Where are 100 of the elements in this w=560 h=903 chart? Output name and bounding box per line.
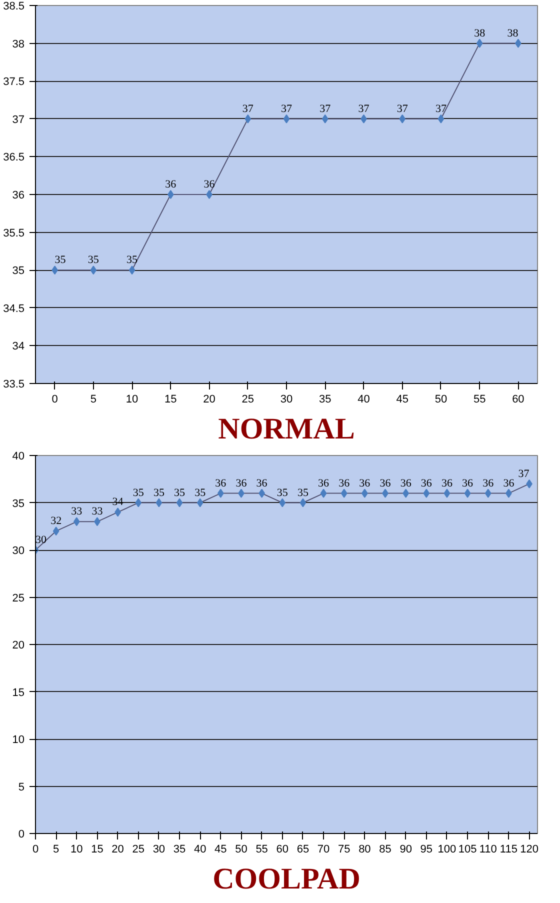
point <box>283 114 290 124</box>
y-tick-label: 38 <box>12 38 25 50</box>
y-tick-label: 40 <box>12 450 25 462</box>
data-label: 36 <box>338 477 350 490</box>
y-tick-label: 33.5 <box>3 378 25 390</box>
data-label: 35 <box>88 254 100 266</box>
point <box>167 190 174 199</box>
y-tick-label: 30 <box>12 545 25 557</box>
x-tick-label: 55 <box>473 394 486 406</box>
y-tick-label: 36.5 <box>3 152 25 164</box>
data-label: 37 <box>435 102 447 115</box>
data-label: 37 <box>320 102 332 115</box>
x-tick-label: 65 <box>296 844 310 856</box>
data-label: 36 <box>256 477 268 490</box>
x-tick-label: 25 <box>242 394 254 406</box>
x-tick-label: 105 <box>458 844 477 856</box>
text: NORMAL <box>218 412 355 446</box>
data-label: 36 <box>380 477 392 490</box>
x-tick-label: 0 <box>32 844 39 856</box>
x-tick-label: 60 <box>276 844 289 856</box>
x-tick-label: 50 <box>235 844 248 856</box>
data-label: 33 <box>92 506 104 518</box>
x-tick-label: 80 <box>358 844 371 856</box>
point <box>128 266 136 275</box>
data-label: 35 <box>54 254 66 266</box>
x-tick-label: 10 <box>70 844 83 856</box>
y-tick-label: 35 <box>12 498 25 510</box>
data-label: 37 <box>396 102 408 115</box>
x-tick-label: 15 <box>164 394 177 406</box>
data-label: 35 <box>297 486 309 499</box>
x-tick-label: 60 <box>512 394 524 406</box>
y-tick-label: 10 <box>12 734 25 746</box>
data-label: 36 <box>462 477 474 490</box>
y-tick-label: 35 <box>12 265 25 278</box>
point <box>300 498 306 508</box>
y-tick-label: 38.5 <box>3 0 25 12</box>
data-label: 36 <box>420 477 432 490</box>
y-tick-label: 37.5 <box>3 76 25 88</box>
x-tick-label: 55 <box>256 844 268 856</box>
x-tick-label: 75 <box>338 844 350 856</box>
point <box>340 488 348 498</box>
x-tick-label: 70 <box>317 844 330 856</box>
x-tick-label: 15 <box>91 844 104 856</box>
y-tick-label: 37 <box>12 114 25 126</box>
text: COOLPAD <box>212 862 360 896</box>
point <box>322 114 328 124</box>
data-label: 35 <box>126 254 138 266</box>
x-tick-label: 35 <box>173 844 186 856</box>
point <box>135 498 142 508</box>
point <box>156 498 162 508</box>
data-label: 38 <box>474 27 486 40</box>
x-tick-label: 45 <box>214 844 227 856</box>
y-tick-label: 36 <box>12 190 25 202</box>
data-label: 37 <box>358 102 370 115</box>
point <box>90 266 97 275</box>
x-tick-label: 0 <box>52 394 58 406</box>
x-tick-label: 30 <box>152 844 166 856</box>
y-tick-label: 35.5 <box>3 227 25 240</box>
point <box>320 488 327 498</box>
x-tick-label: 40 <box>358 394 370 406</box>
data-label: 38 <box>507 27 519 40</box>
data-label: 35 <box>194 486 206 499</box>
x-tick-label: 95 <box>420 844 433 856</box>
point <box>52 526 60 536</box>
data-label: 36 <box>204 178 216 190</box>
data-label: 32 <box>50 515 62 528</box>
point <box>464 488 471 498</box>
data-label: 36 <box>503 477 515 490</box>
x-tick-label: 120 <box>520 844 538 856</box>
x-tick-label: 20 <box>203 394 216 406</box>
data-label: 36 <box>236 477 248 490</box>
x-tick-label: 90 <box>400 844 412 856</box>
x-tick-label: 20 <box>112 844 124 856</box>
data-label: 36 <box>215 477 227 490</box>
x-tick-label: 100 <box>438 844 456 856</box>
data-label: 36 <box>482 477 494 490</box>
y-tick-label: 0 <box>18 828 25 840</box>
data-label: 36 <box>165 178 177 190</box>
y-tick-label: 5 <box>18 781 25 794</box>
point <box>476 38 483 48</box>
point <box>244 114 252 124</box>
point <box>484 488 492 498</box>
data-label: 35 <box>276 486 288 499</box>
point <box>176 498 183 508</box>
x-tick-label: 50 <box>434 394 448 406</box>
point <box>279 498 286 508</box>
data-label: 36 <box>318 477 330 490</box>
point <box>423 488 430 498</box>
data-label: 35 <box>132 486 144 499</box>
data-label: 37 <box>242 102 254 115</box>
x-tick-label: 25 <box>132 844 144 856</box>
data-label: 36 <box>441 477 453 490</box>
data-label: 37 <box>518 468 530 480</box>
point <box>73 517 80 526</box>
point <box>217 488 224 498</box>
point <box>438 114 444 124</box>
data-label: 30 <box>36 534 47 546</box>
x-tick-label: 35 <box>319 394 332 406</box>
x-tick-label: 40 <box>194 844 206 856</box>
x-tick-label: 85 <box>379 844 392 856</box>
